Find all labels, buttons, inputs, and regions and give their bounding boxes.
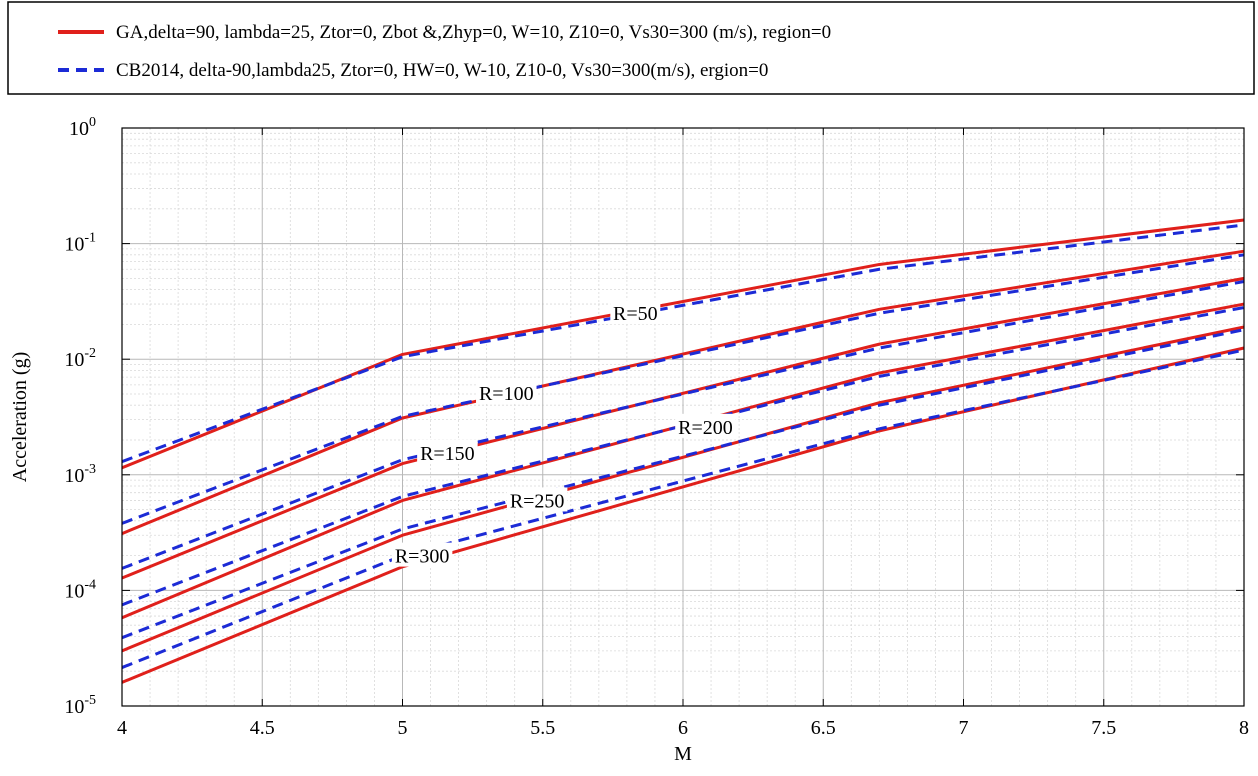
series-line-ga-r250 — [121, 325, 1245, 653]
x-tick-label: 5 — [398, 717, 408, 739]
x-tick-label: 7 — [959, 717, 969, 739]
legend-label-ga: GA,delta=90, lambda=25, Ztor=0, Zbot &,Z… — [116, 22, 831, 43]
curve-label-background — [476, 380, 537, 405]
curve-label: R=50 — [613, 303, 658, 325]
y-tick-label: 10-1 — [64, 231, 96, 256]
x-axis-ticks: 4 4.5 5 5.5 6 6.5 7 7.5 8 — [117, 128, 1249, 739]
curve-label-background — [610, 300, 661, 325]
series-line-cb2014-r200 — [121, 306, 1245, 607]
legend: GA,delta=90, lambda=25, Ztor=0, Zbot &,Z… — [7, 1, 1255, 95]
y-axis-ticks: 10-5 10-4 10-3 10-2 10-1 100 — [64, 115, 1244, 718]
x-tick-label: 7.5 — [1091, 717, 1116, 739]
series-line-cb2014-r300 — [121, 348, 1245, 669]
legend-frame — [7, 1, 1255, 95]
y-tick-label: 100 — [69, 115, 96, 140]
series-line-cb2014-r100 — [121, 253, 1245, 525]
x-tick-label: 5.5 — [530, 717, 555, 739]
curve-label-background — [506, 487, 568, 512]
y-tick-label: 10-4 — [64, 577, 96, 602]
x-tick-label: 6 — [678, 717, 688, 739]
y-tick-label: 10-3 — [64, 462, 96, 487]
x-axis-label: M — [674, 743, 692, 765]
curve-label-background — [391, 542, 453, 567]
x-tick-label: 4 — [117, 717, 127, 739]
curve-labels: R=50 R=100 R=150 R=200 R=250 R=300 — [391, 300, 736, 568]
series-line-cb2014-r250 — [121, 328, 1245, 640]
x-tick-label: 8 — [1239, 717, 1249, 739]
y-tick-label: 10-5 — [64, 693, 96, 718]
curve-label: R=300 — [395, 546, 450, 568]
curve-label: R=150 — [420, 443, 475, 465]
legend-label-cb2014: CB2014, delta-90,lambda25, Ztor=0, HW=0,… — [116, 60, 768, 81]
x-tick-label: 6.5 — [811, 717, 836, 739]
y-tick-label: 10-2 — [64, 346, 96, 371]
curve-label-background — [675, 413, 736, 438]
curve-label: R=200 — [678, 417, 733, 439]
curve-label: R=250 — [510, 490, 565, 512]
curve-label: R=100 — [479, 383, 534, 405]
x-tick-label: 4.5 — [250, 717, 275, 739]
series-line-cb2014-r150 — [121, 280, 1245, 570]
curve-label-background — [417, 439, 478, 464]
y-axis-label: Acceleration (g) — [9, 352, 31, 482]
